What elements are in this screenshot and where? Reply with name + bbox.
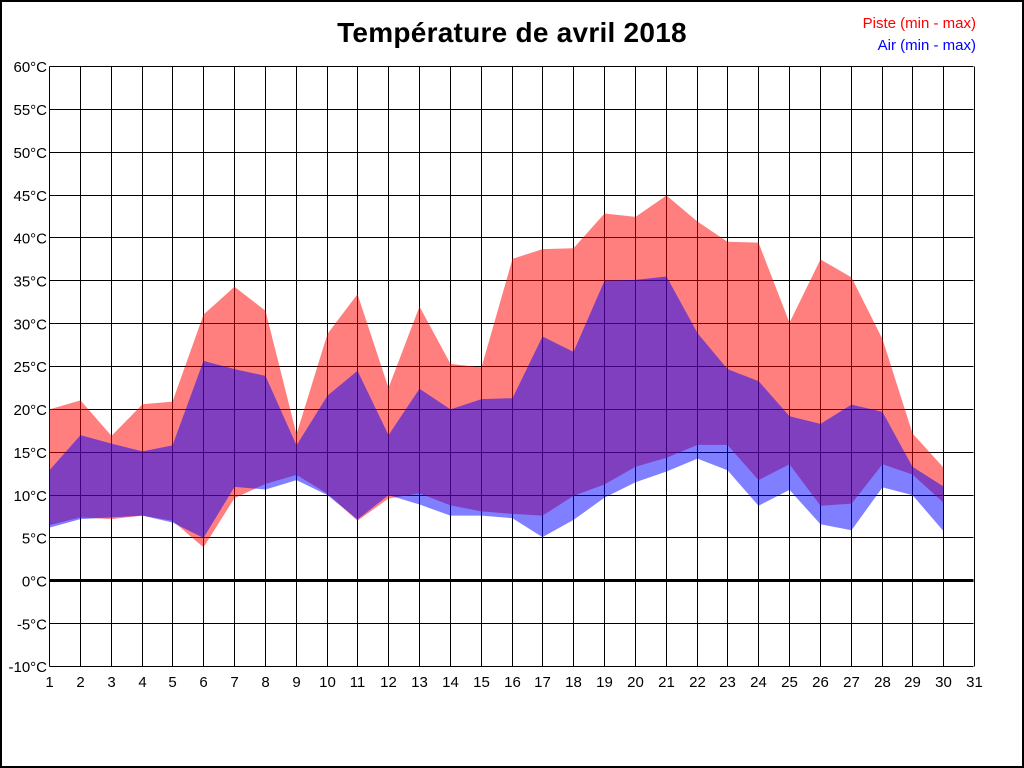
svg-text:15: 15 xyxy=(473,674,490,691)
svg-text:28: 28 xyxy=(874,674,891,691)
svg-text:1: 1 xyxy=(45,674,53,691)
svg-text:11: 11 xyxy=(350,674,366,691)
svg-text:21: 21 xyxy=(658,674,675,691)
svg-text:Piste (min - max): Piste (min - max) xyxy=(863,15,976,32)
svg-text:25: 25 xyxy=(781,674,798,691)
svg-text:3: 3 xyxy=(107,674,115,691)
svg-text:19: 19 xyxy=(596,674,613,691)
svg-text:15°C: 15°C xyxy=(13,445,47,462)
svg-text:24: 24 xyxy=(750,674,767,691)
svg-text:10: 10 xyxy=(319,674,336,691)
svg-text:31: 31 xyxy=(966,674,983,691)
svg-text:5: 5 xyxy=(168,674,176,691)
svg-text:2: 2 xyxy=(76,674,84,691)
svg-text:14: 14 xyxy=(442,674,459,691)
svg-text:12: 12 xyxy=(380,674,397,691)
svg-text:23: 23 xyxy=(719,674,736,691)
svg-text:25°C: 25°C xyxy=(13,359,47,376)
svg-text:16: 16 xyxy=(504,674,521,691)
svg-text:-5°C: -5°C xyxy=(17,616,47,633)
svg-text:27: 27 xyxy=(843,674,860,691)
svg-text:22: 22 xyxy=(689,674,706,691)
svg-text:8: 8 xyxy=(261,674,269,691)
svg-text:4: 4 xyxy=(138,674,146,691)
svg-text:10°C: 10°C xyxy=(13,488,47,505)
svg-text:Température de avril 2018: Température de avril 2018 xyxy=(337,17,687,48)
svg-text:60°C: 60°C xyxy=(13,59,47,76)
svg-text:0°C: 0°C xyxy=(22,573,47,590)
svg-text:50°C: 50°C xyxy=(13,145,47,162)
svg-text:5°C: 5°C xyxy=(22,531,47,548)
svg-text:30: 30 xyxy=(935,674,952,691)
svg-text:Air (min - max): Air (min - max) xyxy=(878,37,976,54)
svg-text:9: 9 xyxy=(292,674,300,691)
svg-text:29: 29 xyxy=(904,674,921,691)
svg-text:45°C: 45°C xyxy=(13,188,47,205)
svg-text:13: 13 xyxy=(411,674,428,691)
svg-text:55°C: 55°C xyxy=(13,102,47,119)
svg-text:6: 6 xyxy=(199,674,207,691)
svg-text:26: 26 xyxy=(812,674,829,691)
svg-text:-10°C: -10°C xyxy=(8,659,47,676)
svg-text:18: 18 xyxy=(565,674,582,691)
svg-text:7: 7 xyxy=(230,674,238,691)
svg-text:17: 17 xyxy=(534,674,551,691)
svg-text:20: 20 xyxy=(627,674,644,691)
svg-text:30°C: 30°C xyxy=(13,316,47,333)
svg-text:35°C: 35°C xyxy=(13,273,47,290)
svg-text:20°C: 20°C xyxy=(13,402,47,419)
svg-text:40°C: 40°C xyxy=(13,231,47,248)
